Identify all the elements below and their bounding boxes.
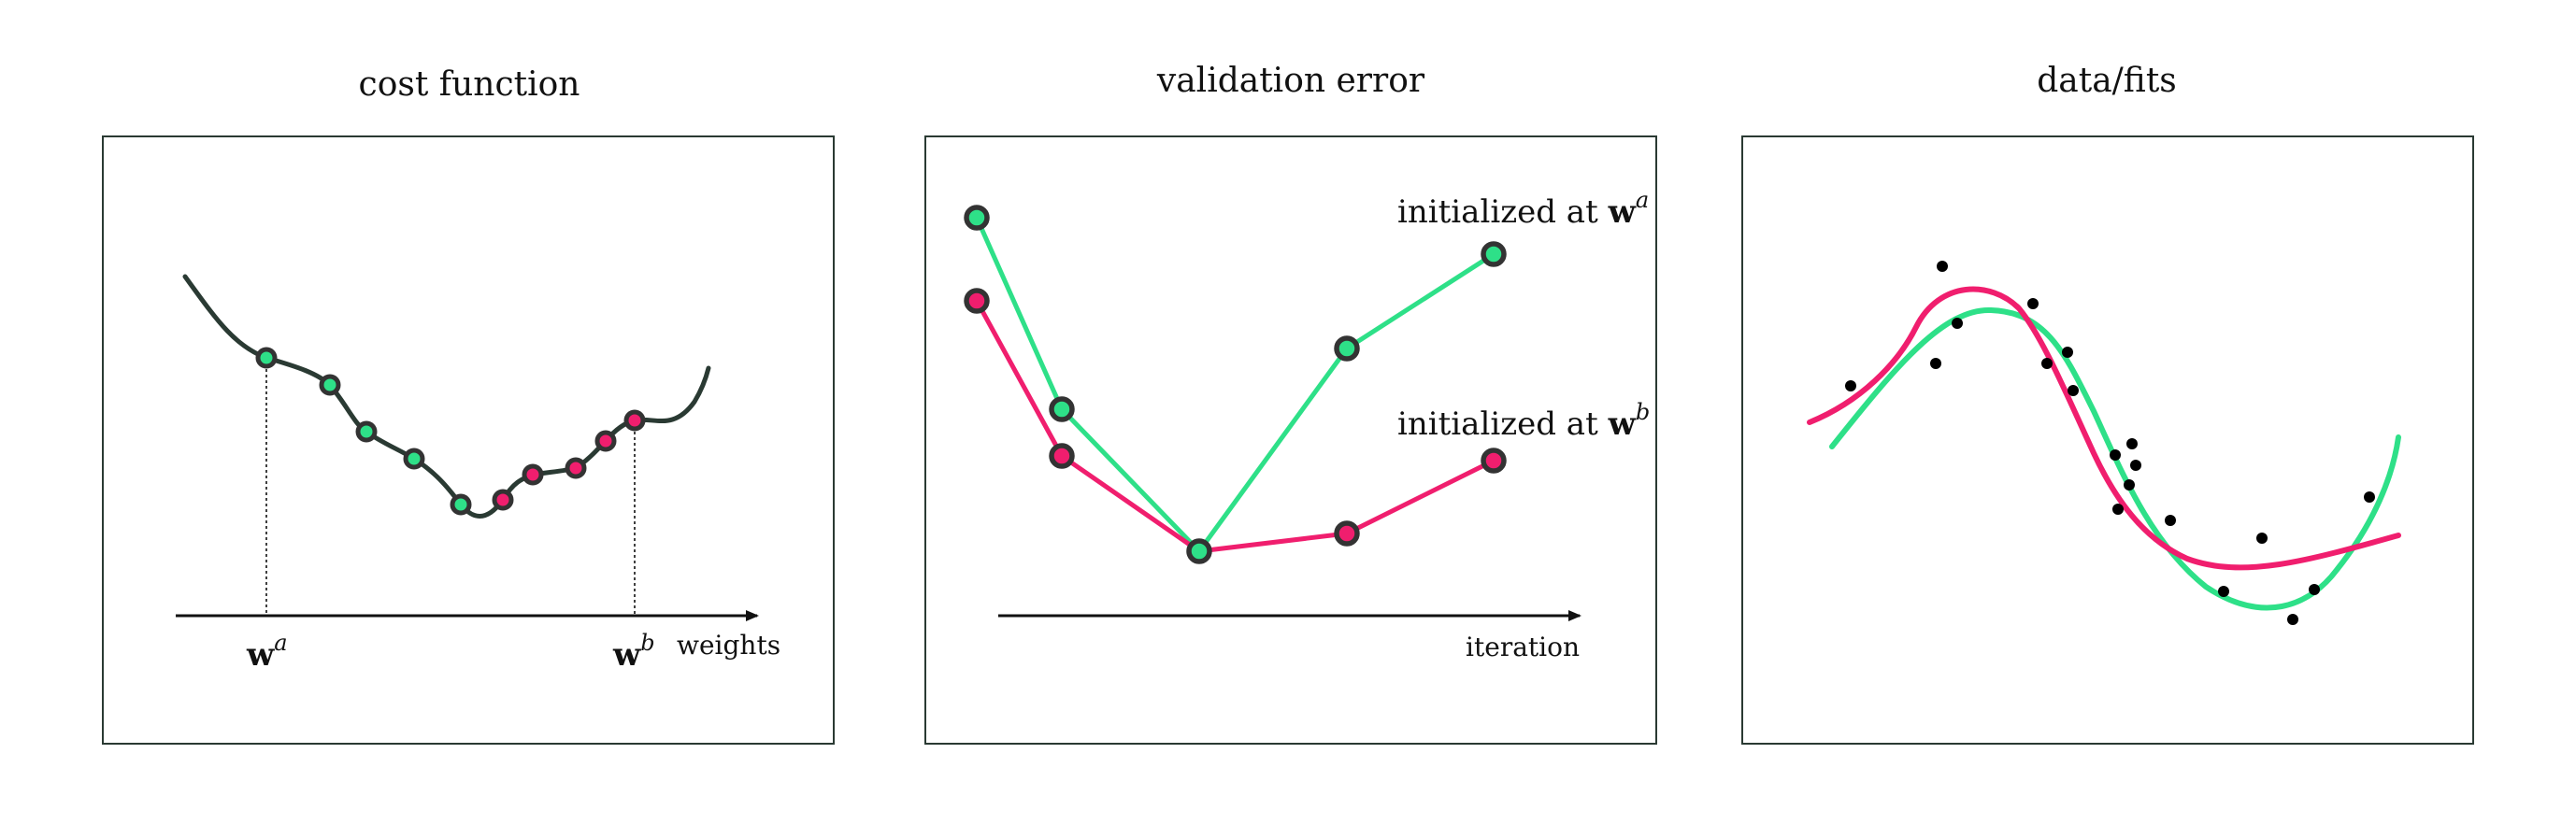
validation-dot-pink [964, 288, 990, 314]
cost-dot-pink [565, 457, 587, 479]
data-point [2110, 449, 2121, 461]
data-point [2062, 347, 2073, 358]
panel-title-validation: validation error [1156, 62, 1425, 100]
validation-dot-pink [1049, 443, 1075, 469]
cost-dot-pink [522, 463, 544, 486]
cost-dot-pink [594, 430, 617, 452]
cost-dot-pink [492, 489, 514, 511]
tick-label-wb: wb [612, 630, 655, 674]
data-point [2126, 438, 2138, 449]
cost-dot-green [319, 374, 341, 396]
data-points [1845, 261, 2375, 625]
tick-label-wa: wa [246, 630, 288, 674]
validation-dots-green [964, 205, 1507, 422]
panel-title-fits: data/fits [2037, 62, 2177, 100]
data-point [2068, 385, 2079, 396]
cost-dot-pink [623, 409, 646, 432]
data-point [2130, 460, 2141, 471]
cost-dot-green [355, 420, 378, 443]
panel-title-cost: cost function [359, 65, 580, 104]
validation-dot-pink [1481, 448, 1507, 474]
data-point [1952, 318, 1963, 329]
panel-validation-error: validation error initialized at wa initi… [924, 62, 1657, 745]
data-point [2027, 298, 2039, 309]
data-point [1930, 358, 1941, 369]
validation-dot-green [1481, 241, 1507, 267]
panel-frame-validation [924, 135, 1657, 745]
data-point [2124, 479, 2135, 491]
axis-label-weights: weights [677, 630, 780, 661]
cost-dots-pink [492, 409, 646, 511]
data-point [2309, 584, 2320, 595]
data-point [2256, 533, 2268, 544]
data-point [2165, 515, 2176, 526]
validation-dot-green [964, 205, 990, 231]
cost-dot-green [403, 448, 425, 470]
cost-dots-green [255, 347, 472, 516]
cost-curve [182, 274, 711, 519]
validation-dot-shared-minimum [1186, 538, 1212, 564]
panel-data-fits: data/fits [1741, 62, 2474, 745]
label-initialized-wa: initialized at wa [1397, 187, 1649, 231]
panel-frame-cost [102, 135, 835, 745]
data-point [2364, 491, 2375, 503]
data-point [2218, 586, 2229, 597]
data-point [1937, 261, 1948, 272]
axis-label-iteration: iteration [1466, 632, 1580, 662]
data-point [2112, 504, 2124, 515]
data-point [2041, 358, 2053, 369]
data-point [2287, 614, 2298, 625]
validation-dot-pink [1334, 520, 1360, 547]
fit-curve-pink [1807, 286, 2401, 571]
panel-cost-function: cost function wa wb weights [102, 65, 835, 745]
panel-frame-fits [1741, 135, 2474, 745]
cost-dot-green [450, 493, 472, 516]
validation-dots-pink [964, 288, 1507, 547]
validation-dot-green [1049, 396, 1075, 422]
data-point [1845, 380, 1856, 391]
label-initialized-wb: initialized at wb [1397, 399, 1650, 443]
validation-dot-green [1334, 335, 1360, 362]
cost-dot-green [255, 347, 278, 369]
